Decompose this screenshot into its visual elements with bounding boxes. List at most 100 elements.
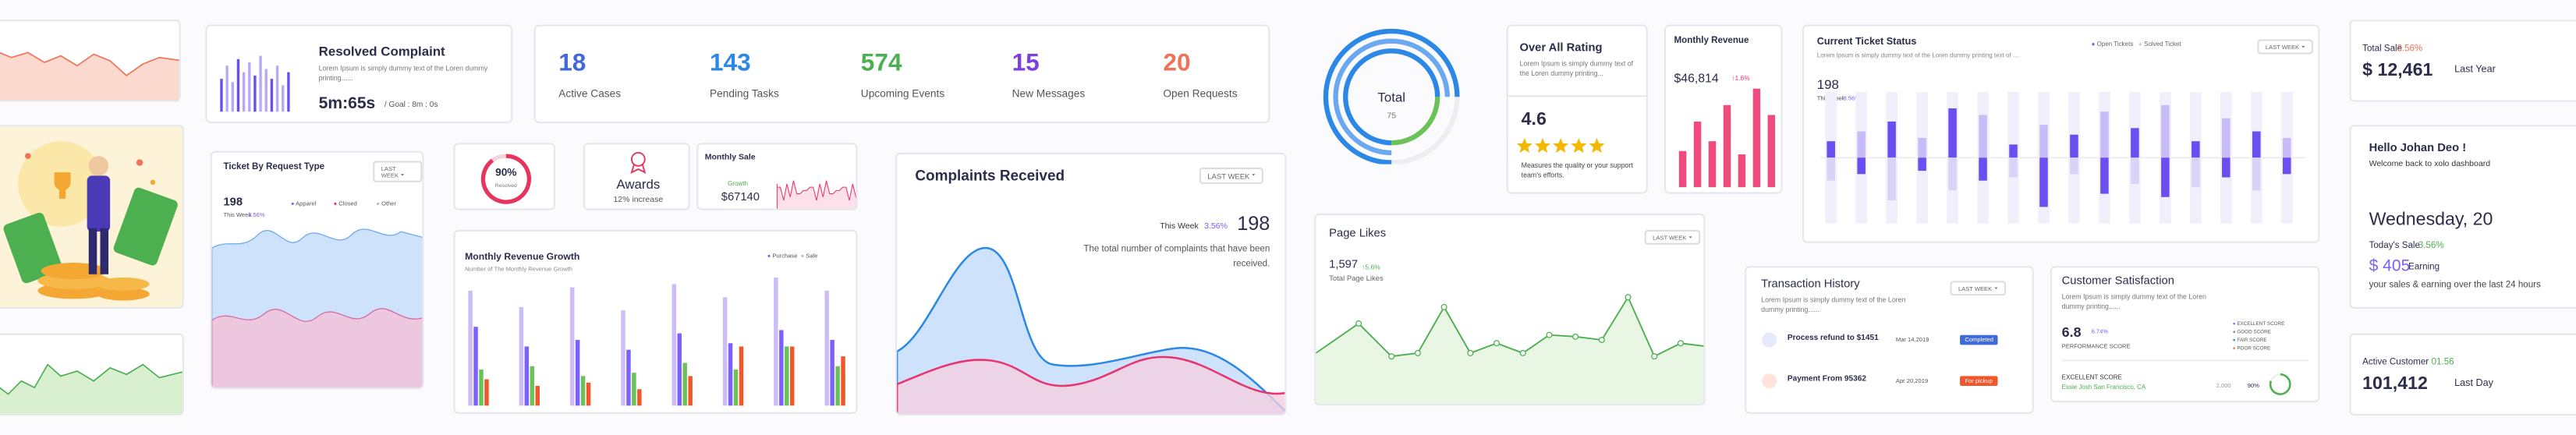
stat-label: Upcoming Events: [860, 88, 945, 101]
bar: [626, 349, 631, 406]
active-card: Active Customer 01.56 101,412 Last Day: [2349, 333, 2576, 416]
rect: [88, 228, 97, 274]
row-status: Completed: [1960, 334, 1999, 345]
ring: [480, 154, 532, 204]
circle: [88, 156, 109, 176]
title: Page Likes: [1329, 228, 1387, 240]
bar: [2100, 157, 2109, 194]
resolved-card: Resolved Complaint Lorem Ipsum is simply…: [205, 24, 513, 123]
title: Transaction History: [1761, 279, 1860, 291]
stat-label: Open Requests: [1163, 88, 1238, 101]
gauge: [1323, 28, 1460, 164]
legend-label: Open Tickets: [2096, 41, 2134, 48]
bar: [1979, 115, 1987, 158]
stat-value: 574: [860, 49, 902, 78]
growth: Growth: [728, 180, 748, 188]
diverging-bars: [1820, 91, 2305, 224]
legend-label: Purchase: [772, 253, 798, 260]
title: Complaints Received: [915, 167, 1065, 184]
icon-bar: [253, 75, 257, 112]
value: 101,412: [2362, 374, 2428, 394]
bar: [2282, 157, 2291, 175]
title: Monthly Revenue: [1674, 36, 1749, 46]
change: ↑5.6%: [1362, 263, 1380, 271]
icon: [1762, 373, 1777, 389]
title: Current Ticket Status: [1816, 37, 1917, 48]
bar: [2009, 144, 2018, 158]
ellipse: [97, 277, 150, 291]
bar: [1827, 157, 1835, 181]
stats-card: 18 Active Cases 143 Pending Tasks 574 Upcomin…: [533, 24, 1270, 123]
bar: [530, 366, 535, 406]
label: Total: [1377, 90, 1406, 105]
path: [1333, 38, 1450, 156]
bar: [1693, 121, 1702, 188]
point: [1388, 353, 1395, 360]
change: 3.56%: [1843, 95, 1860, 102]
today: Today's Sale: [2369, 241, 2420, 252]
row-status: For pickup: [1960, 375, 1998, 385]
bar: [688, 376, 693, 406]
bar: [637, 389, 642, 406]
award-icon: [630, 151, 647, 175]
icon-bar: [220, 79, 223, 112]
caret: [1994, 286, 1998, 290]
rect: [100, 228, 109, 274]
caret: [1252, 174, 1256, 178]
point: [1677, 340, 1684, 347]
bar: [1918, 137, 1926, 158]
person: Essie Josh San Francisco, CA: [2061, 384, 2146, 391]
bar: [2039, 157, 2048, 207]
label: Resolved: [494, 182, 517, 189]
legend: ● Open Tickets ● Solved Ticket: [2092, 41, 2181, 48]
illustration: [3, 141, 178, 301]
change: 3.56%: [1204, 221, 1228, 232]
legend-label: POOR SCORE: [2237, 345, 2271, 352]
legend-label: Solved Ticket: [2144, 41, 2181, 48]
bar: [2100, 111, 2109, 158]
bar: [2252, 157, 2261, 191]
path: [630, 164, 647, 175]
pct: 90%: [2247, 382, 2259, 390]
rect: [3, 212, 62, 284]
legend-label: Other: [381, 200, 397, 207]
stat-value: 20: [1163, 49, 1191, 78]
point: [1598, 337, 1605, 344]
spark-line: [776, 180, 856, 209]
circle: [25, 153, 31, 159]
filter[interactable]: LAST WEEK: [2257, 39, 2313, 55]
icon-bar: [225, 65, 229, 112]
legend-item: ● FAIR SCORE: [2233, 337, 2267, 343]
legend-dot: ●: [2232, 345, 2238, 352]
star: [1589, 137, 1605, 154]
bar: [569, 287, 575, 406]
bars: [1678, 88, 1776, 188]
filter[interactable]: LAST WEEK: [1644, 229, 1701, 245]
filter[interactable]: LAST WEEK: [373, 161, 423, 182]
bar: [1857, 157, 1866, 175]
icon-bar: [236, 58, 240, 112]
text: 12% increase: [613, 195, 664, 206]
icon-bar: [264, 69, 268, 112]
value: 1,597: [1329, 259, 1359, 271]
period: Last Day: [2454, 379, 2494, 390]
point: [1651, 353, 1658, 360]
point: [1519, 349, 1526, 356]
icon-circle: [1762, 373, 1777, 389]
filter[interactable]: LAST WEEK: [1950, 281, 2007, 296]
goal: / Goal : 8m : 0s: [384, 101, 438, 111]
path: [1323, 28, 1460, 164]
title: Total Sale: [2362, 44, 2403, 55]
bar: [2131, 128, 2139, 158]
legend-dot: ●: [2232, 328, 2238, 335]
legend-item: ● POOR SCORE: [2233, 345, 2270, 351]
bar: [2282, 137, 2291, 158]
bar: [774, 277, 778, 406]
bar: [785, 346, 789, 406]
filter[interactable]: LAST WEEK: [1199, 167, 1264, 184]
path: [0, 363, 182, 414]
earning: Earning: [2408, 263, 2440, 273]
legend-label: Closed: [338, 200, 357, 207]
legend-dot: ●: [2232, 336, 2238, 344]
bar: [728, 343, 733, 406]
